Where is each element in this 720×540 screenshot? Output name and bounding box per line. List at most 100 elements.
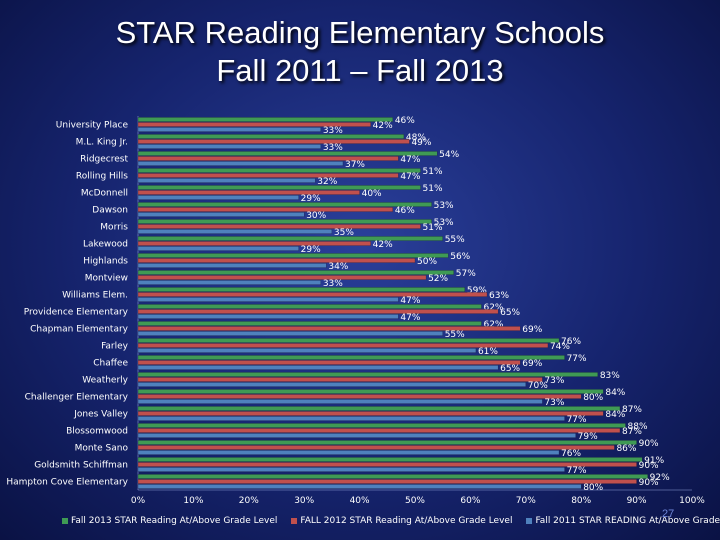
data-label: 62%	[483, 303, 503, 313]
data-label: 69%	[522, 359, 542, 369]
category-label: Providence Elementary	[24, 308, 129, 318]
x-tick-label: 100%	[679, 496, 705, 506]
data-label: 54%	[439, 150, 459, 160]
data-label: 79%	[578, 432, 598, 442]
data-label: 65%	[500, 308, 520, 318]
page-number: 27	[662, 508, 675, 520]
category-label: McDonnell	[81, 189, 128, 199]
data-label: 73%	[544, 398, 564, 408]
category-label: Monte Sano	[75, 444, 129, 454]
data-label: 46%	[395, 206, 415, 216]
category-label: Rolling Hills	[76, 172, 128, 182]
bar-2012	[137, 445, 615, 450]
category-label: M.L. King Jr.	[76, 138, 128, 148]
category-label: Blossomwood	[66, 427, 128, 437]
data-label: 59%	[467, 286, 487, 296]
data-label: 62%	[483, 320, 503, 330]
data-label: 57%	[456, 269, 476, 279]
data-label: 56%	[450, 252, 470, 262]
bar-2013	[137, 287, 466, 292]
bar-2011	[137, 161, 344, 166]
data-label: 74%	[550, 342, 570, 352]
bar-2012	[137, 360, 521, 365]
category-label: Williams Elem.	[62, 291, 128, 301]
data-label: 77%	[567, 466, 587, 476]
data-label: 90%	[639, 439, 659, 449]
data-label: 51%	[423, 223, 443, 233]
bar-2013	[137, 457, 643, 462]
bar-2013	[137, 304, 482, 309]
bar-2012	[137, 122, 371, 127]
bar-2011	[137, 263, 327, 268]
data-label: 47%	[400, 155, 420, 165]
bar-2013	[137, 151, 438, 156]
bar-2011	[137, 484, 582, 489]
x-tick-label: 20%	[239, 496, 259, 506]
bar-2011	[137, 280, 321, 285]
data-label: 88%	[628, 422, 648, 432]
category-label: Farley	[101, 342, 129, 352]
category-label: Morris	[100, 223, 128, 233]
bar-2012	[137, 292, 488, 297]
bar-2013	[137, 185, 421, 190]
data-label: 73%	[544, 376, 564, 386]
data-label: 65%	[500, 364, 520, 374]
bar-2013	[137, 423, 626, 428]
category-label: Goldsmith Schiffman	[34, 461, 128, 471]
bar-2013	[137, 219, 432, 224]
bar-2013	[137, 236, 443, 241]
bar-2012	[137, 309, 499, 314]
data-label: 53%	[434, 218, 454, 228]
bar-2013	[137, 440, 637, 445]
bar-2012	[137, 462, 637, 467]
data-label: 49%	[411, 138, 431, 148]
data-label: 30%	[306, 211, 326, 221]
x-tick-label: 50%	[405, 496, 425, 506]
bar-2011	[137, 365, 499, 370]
bar-2012	[137, 173, 399, 178]
bar-2013	[137, 134, 405, 139]
data-label: 87%	[622, 405, 642, 415]
bar-2012	[137, 139, 410, 144]
data-label: 86%	[616, 444, 636, 454]
chart-legend: Fall 2013 STAR Reading At/Above Grade Le…	[62, 516, 720, 526]
bar-2012	[137, 190, 360, 195]
bar-2012	[137, 207, 393, 212]
data-label: 52%	[428, 274, 448, 284]
data-label: 77%	[567, 354, 587, 364]
bar-2012	[137, 428, 621, 433]
data-label: 51%	[423, 167, 443, 177]
data-label: 77%	[567, 415, 587, 425]
data-label: 83%	[600, 371, 620, 381]
bar-2011	[137, 467, 565, 472]
category-label: Challenger Elementary	[25, 393, 129, 403]
data-label: 42%	[373, 121, 393, 131]
data-label: 80%	[583, 393, 603, 403]
category-label: Highlands	[83, 257, 128, 267]
category-label: Montview	[85, 274, 128, 284]
data-label: 42%	[373, 240, 393, 250]
bar-2012	[137, 156, 399, 161]
x-tick-label: 80%	[571, 496, 591, 506]
bar-2013	[137, 355, 565, 360]
x-tick-label: 70%	[516, 496, 536, 506]
data-label: 69%	[522, 325, 542, 335]
data-label: 55%	[445, 235, 465, 245]
data-label: 84%	[605, 410, 625, 420]
bar-2011	[137, 246, 299, 251]
bar-2013	[137, 474, 648, 479]
bar-2012	[137, 326, 521, 331]
bar-2011	[137, 297, 399, 302]
data-label: 47%	[400, 313, 420, 323]
data-label: 63%	[489, 291, 509, 301]
bar-2011	[137, 314, 399, 319]
data-label: 47%	[400, 172, 420, 182]
data-label: 37%	[345, 160, 365, 170]
bar-2013	[137, 338, 560, 343]
bar-2013	[137, 253, 449, 258]
x-tick-label: 30%	[294, 496, 314, 506]
data-label: 80%	[583, 483, 603, 493]
bar-2013	[137, 389, 604, 394]
x-tick-label: 60%	[460, 496, 480, 506]
